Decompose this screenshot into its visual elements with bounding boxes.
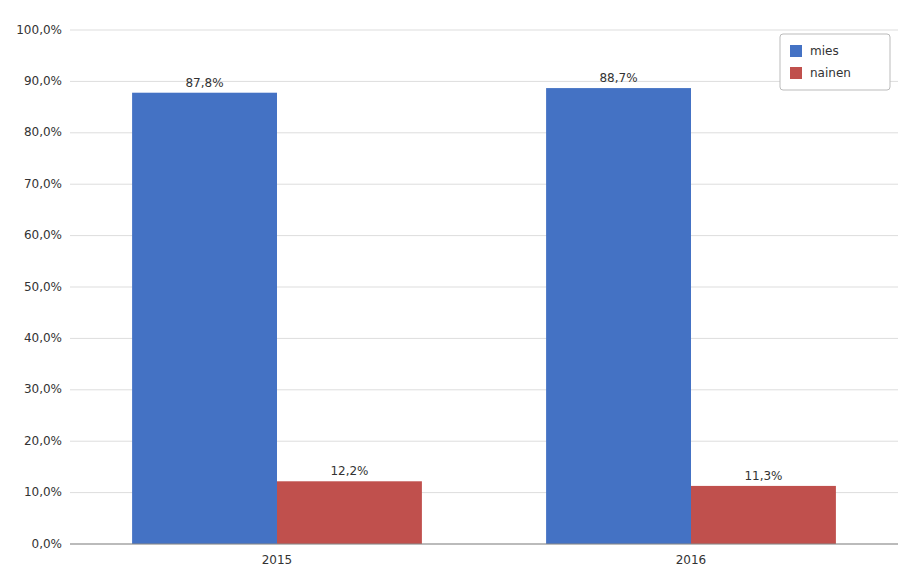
y-tick-label: 40,0% (24, 331, 62, 345)
data-label: 11,3% (744, 469, 782, 483)
bar (277, 481, 422, 544)
x-tick-label: 2015 (262, 553, 293, 567)
legend-box (780, 34, 890, 90)
legend: mies nainen (780, 34, 890, 90)
chart-svg: 0,0% 10,0% 20,0% 30,0% 40,0% 50,0% 60,0% 70,0% 8… (0, 0, 922, 588)
chart-container: 0,0% 10,0% 20,0% 30,0% 40,0% 50,0% 60,0% 70,0% 8… (0, 0, 922, 588)
x-axis: 2015 2016 (70, 544, 898, 567)
y-axis: 0,0% 10,0% 20,0% 30,0% 40,0% 50,0% 60,0% 70,0% 8… (16, 23, 62, 551)
y-tick-label: 90,0% (24, 74, 62, 88)
legend-label: mies (810, 44, 839, 58)
x-tick-label: 2016 (676, 553, 707, 567)
legend-swatch (790, 67, 802, 79)
bar (691, 486, 836, 544)
y-tick-label: 60,0% (24, 228, 62, 242)
bar (546, 88, 691, 544)
y-tick-label: 10,0% (24, 485, 62, 499)
y-tick-label: 30,0% (24, 382, 62, 396)
y-tick-label: 100,0% (16, 23, 62, 37)
grid (70, 30, 898, 544)
bars (132, 88, 836, 544)
legend-swatch (790, 45, 802, 57)
legend-label: nainen (810, 66, 851, 80)
x-axis-line (70, 544, 898, 545)
data-labels: 87,8% 88,7% 12,2% 11,3% (185, 71, 782, 483)
data-label: 12,2% (330, 464, 368, 478)
y-tick-label: 0,0% (32, 537, 63, 551)
bar (132, 93, 277, 544)
grid-line (70, 544, 898, 545)
y-tick-label: 20,0% (24, 434, 62, 448)
data-label: 87,8% (185, 76, 223, 90)
y-tick-label: 70,0% (24, 177, 62, 191)
data-label: 88,7% (599, 71, 637, 85)
grid-line (70, 30, 898, 31)
y-tick-label: 50,0% (24, 280, 62, 294)
y-tick-label: 80,0% (24, 125, 62, 139)
